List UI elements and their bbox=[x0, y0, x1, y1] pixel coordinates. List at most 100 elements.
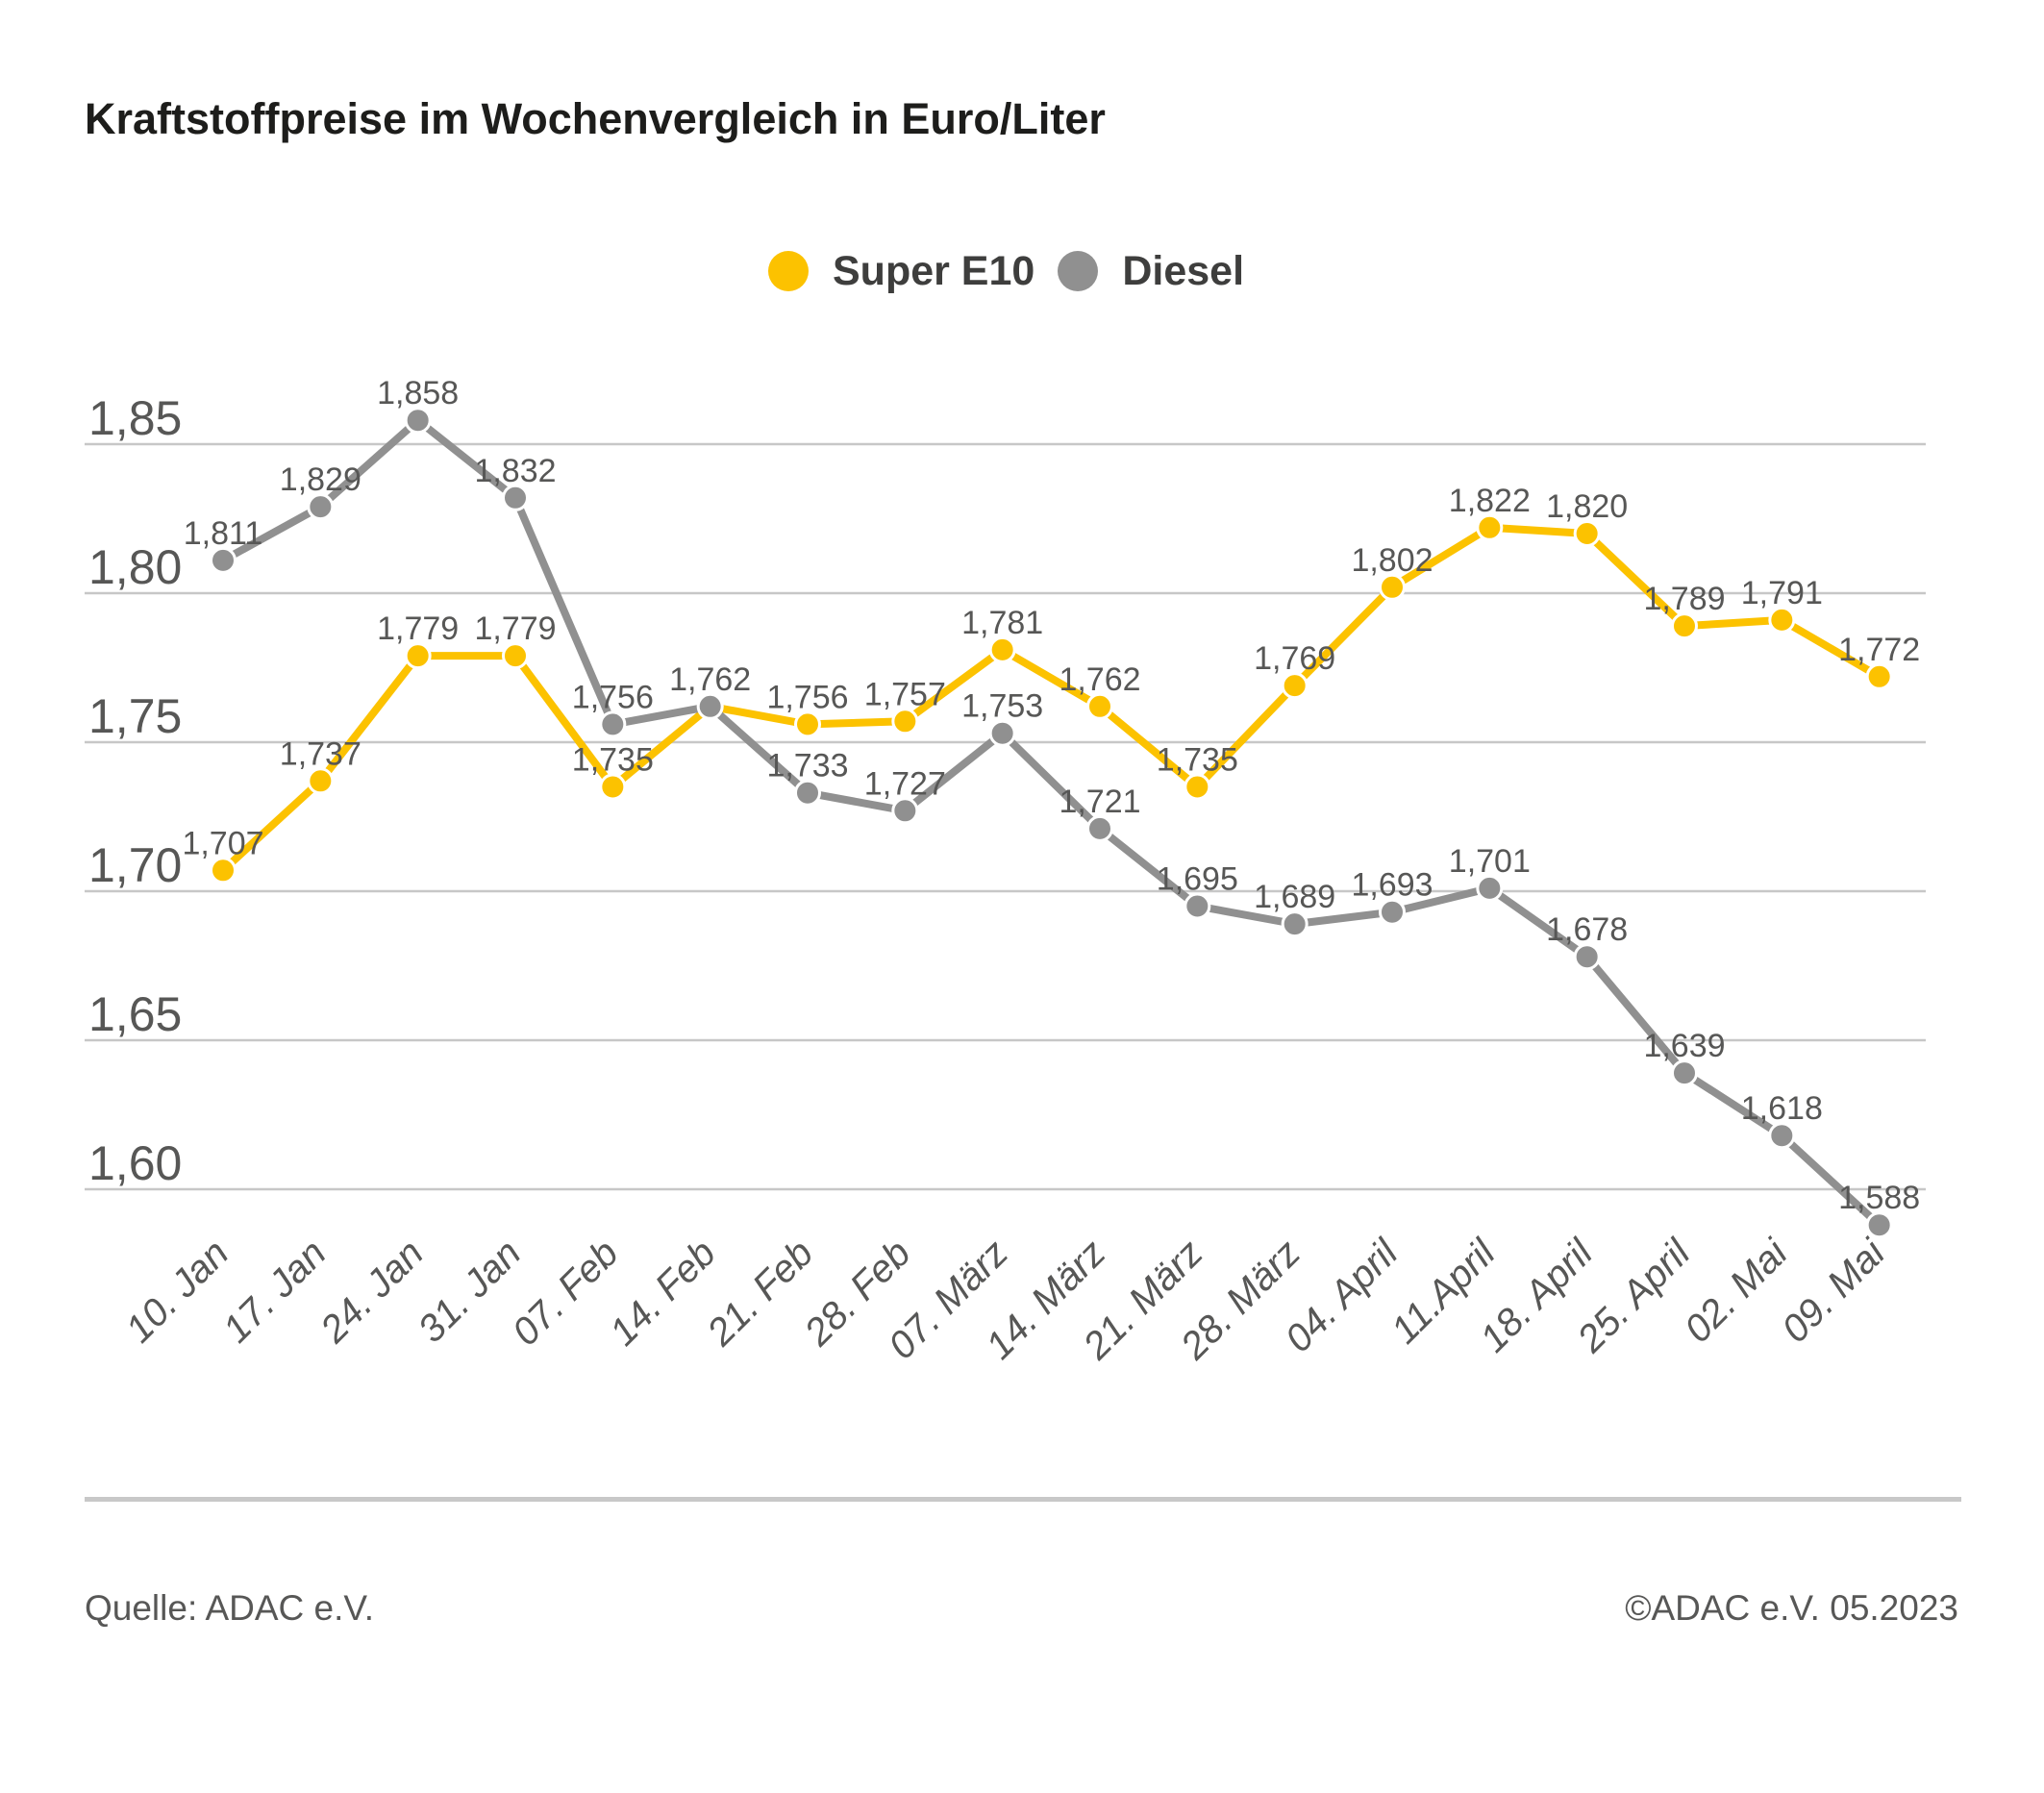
value-label: 1,832 bbox=[474, 453, 556, 489]
data-point bbox=[210, 857, 237, 884]
y-axis-label: 1,70 bbox=[88, 838, 182, 892]
data-point bbox=[1281, 910, 1309, 938]
value-label: 1,753 bbox=[961, 688, 1043, 725]
value-label: 1,779 bbox=[474, 610, 556, 647]
super-e10-legend-dot-icon bbox=[768, 251, 809, 291]
x-axis-label: 17. Jan bbox=[215, 1232, 335, 1351]
data-point bbox=[404, 642, 432, 670]
data-point bbox=[988, 719, 1016, 747]
series-diesel bbox=[210, 407, 1893, 1239]
x-axis-label: 24. Jan bbox=[312, 1232, 432, 1352]
value-label: 1,756 bbox=[572, 679, 654, 715]
data-point bbox=[1085, 692, 1113, 720]
data-point bbox=[1670, 612, 1698, 640]
value-label: 1,588 bbox=[1838, 1180, 1920, 1216]
value-label: 1,639 bbox=[1643, 1028, 1725, 1064]
value-label: 1,781 bbox=[961, 605, 1043, 641]
value-label: 1,735 bbox=[1157, 742, 1238, 779]
data-point bbox=[1378, 573, 1406, 601]
value-label: 1,772 bbox=[1838, 632, 1920, 668]
y-axis-label: 1,80 bbox=[88, 540, 182, 594]
value-label: 1,693 bbox=[1351, 867, 1433, 904]
series-super-e10 bbox=[210, 513, 1893, 884]
source-note: Quelle: ADAC e.V. bbox=[85, 1588, 374, 1628]
value-label: 1,707 bbox=[182, 825, 263, 861]
legend-label-diesel: Diesel bbox=[1122, 248, 1245, 294]
x-axis-label: 31. Jan bbox=[410, 1232, 529, 1351]
copyright-note: ©ADAC e.V. 05.2023 bbox=[1625, 1588, 1958, 1628]
x-axis-label: 14. Feb bbox=[602, 1232, 724, 1354]
data-point bbox=[1184, 773, 1211, 801]
value-label: 1,829 bbox=[280, 461, 361, 498]
data-point bbox=[501, 484, 529, 511]
data-point bbox=[1184, 892, 1211, 920]
value-label: 1,727 bbox=[864, 765, 946, 802]
value-label: 1,769 bbox=[1254, 640, 1335, 677]
y-axis-labels: 1,85 1,80 1,75 1,70 1,65 1,60 bbox=[88, 391, 182, 1190]
value-label: 1,618 bbox=[1741, 1090, 1823, 1127]
value-label: 1,811 bbox=[184, 515, 263, 552]
value-label: 1,762 bbox=[669, 661, 751, 698]
value-label: 1,737 bbox=[280, 735, 361, 772]
data-point bbox=[793, 710, 821, 738]
value-label: 1,822 bbox=[1449, 483, 1531, 519]
value-label: 1,789 bbox=[1643, 581, 1725, 617]
value-label: 1,756 bbox=[766, 679, 848, 715]
data-point bbox=[1768, 1122, 1796, 1150]
x-axis-label: 10. Jan bbox=[117, 1232, 237, 1351]
data-point bbox=[1865, 1211, 1893, 1239]
legend-label-super-e10: Super E10 bbox=[833, 248, 1035, 294]
data-point bbox=[891, 708, 919, 735]
data-point bbox=[307, 767, 335, 795]
value-label: 1,858 bbox=[377, 375, 459, 411]
value-label: 1,721 bbox=[1059, 784, 1140, 820]
data-point bbox=[1378, 898, 1406, 926]
page-title: Kraftstoffpreise im Wochenvergleich in E… bbox=[85, 94, 1106, 143]
y-axis-label: 1,75 bbox=[88, 689, 182, 743]
y-axis-label: 1,60 bbox=[88, 1136, 182, 1190]
data-point bbox=[1573, 520, 1601, 547]
series-line bbox=[219, 523, 1883, 875]
data-point bbox=[1476, 874, 1504, 902]
y-axis-label: 1,85 bbox=[88, 391, 182, 445]
series-line bbox=[219, 416, 1883, 1230]
value-label: 1,701 bbox=[1449, 843, 1531, 880]
data-point bbox=[404, 407, 432, 435]
data-point bbox=[1085, 814, 1113, 842]
value-label: 1,820 bbox=[1546, 488, 1628, 525]
value-label: 1,779 bbox=[377, 610, 459, 647]
data-point bbox=[1476, 513, 1504, 541]
data-point bbox=[599, 773, 627, 801]
gridlines bbox=[85, 442, 1926, 1191]
diesel-legend-dot-icon bbox=[1058, 251, 1099, 291]
value-label: 1,791 bbox=[1741, 575, 1823, 611]
data-point bbox=[501, 642, 529, 670]
value-label: 1,757 bbox=[864, 676, 946, 712]
data-point bbox=[988, 635, 1016, 663]
value-label: 1,695 bbox=[1157, 861, 1238, 898]
data-point bbox=[210, 546, 237, 574]
data-point bbox=[1573, 943, 1601, 971]
data-point bbox=[1670, 1059, 1698, 1087]
value-label: 1,678 bbox=[1546, 911, 1628, 948]
footer-divider bbox=[85, 1497, 1961, 1502]
data-point bbox=[1865, 662, 1893, 690]
value-labels: 1,707 1,737 1,779 1,779 1,735 1,756 1,757 1,781… bbox=[182, 375, 1920, 1216]
data-point bbox=[793, 779, 821, 807]
data-point bbox=[599, 710, 627, 738]
data-point bbox=[696, 692, 724, 720]
x-axis-label: 21. Feb bbox=[699, 1232, 822, 1355]
x-axis-label: 09. Mai bbox=[1774, 1231, 1894, 1351]
value-label: 1,689 bbox=[1254, 879, 1335, 915]
value-label: 1,733 bbox=[766, 748, 848, 784]
data-point bbox=[1768, 606, 1796, 634]
value-label: 1,735 bbox=[572, 742, 654, 779]
data-point bbox=[891, 797, 919, 825]
x-axis-label: 02. Mai bbox=[1677, 1231, 1797, 1351]
legend-item-super-e10: Super E10 bbox=[768, 250, 1034, 292]
value-label: 1,802 bbox=[1351, 542, 1433, 579]
legend-item-diesel: Diesel bbox=[1058, 250, 1244, 292]
y-axis-label: 1,65 bbox=[88, 987, 182, 1041]
